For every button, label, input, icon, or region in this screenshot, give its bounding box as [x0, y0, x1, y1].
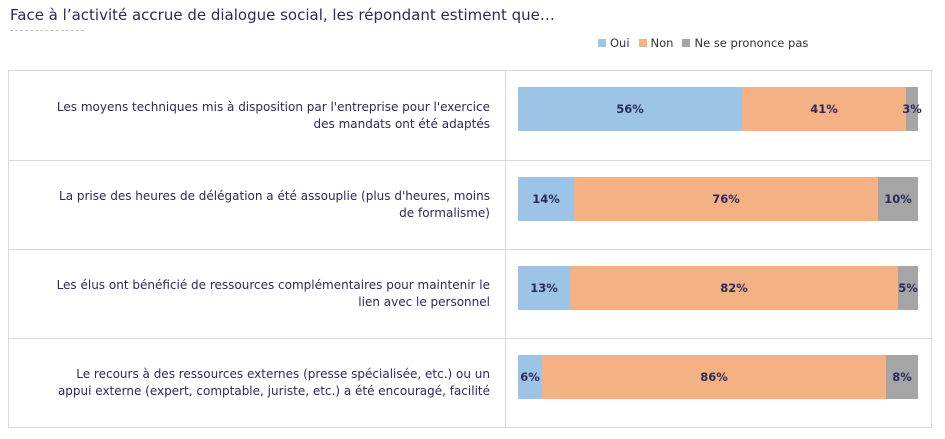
chart-title: Face à l’activité accrue de dialogue soc…	[10, 6, 555, 24]
bar-segment-non-row-3	[570, 266, 898, 310]
bar-segment-oui-row-4	[518, 355, 542, 399]
legend-swatch-oui	[598, 39, 606, 47]
legend-label-non: Non	[650, 36, 674, 50]
bar-segment-oui-row-1	[518, 87, 742, 131]
category-label-1-line-1: Les moyens techniques mis à disposition …	[56, 100, 490, 114]
data-label-non-row-1: 41%	[810, 102, 838, 116]
row-separator	[8, 249, 932, 250]
legend: Oui Non Ne se prononce pas	[598, 36, 817, 50]
legend-swatch-non	[638, 39, 647, 47]
data-label-oui-row-3: 13%	[530, 281, 558, 295]
bar-segment-oui-row-2	[518, 177, 574, 221]
category-label-3-line-2: lien avec le personnel	[358, 295, 490, 309]
data-label-non-row-4: 86%	[700, 370, 728, 384]
row-separator	[8, 338, 932, 339]
bar-segment-nspp-row-4	[886, 355, 918, 399]
data-label-nspp-row-3: 5%	[898, 281, 918, 295]
row-separator	[8, 160, 932, 161]
bar-segment-non-row-2	[574, 177, 878, 221]
data-label-nspp-row-4: 8%	[892, 370, 912, 384]
category-label-1: Les moyens techniques mis à disposition …	[10, 72, 490, 160]
data-label-oui-row-4: 6%	[520, 370, 540, 384]
title-underline	[10, 30, 84, 31]
category-label-2-line-1: La prise des heures de délégation a été …	[59, 189, 490, 203]
legend-label-nspp: Ne se prononce pas	[694, 36, 809, 50]
data-label-non-row-3: 82%	[720, 281, 748, 295]
bar-segment-nspp-row-2	[878, 177, 918, 221]
bar-segment-nspp-row-1	[906, 87, 918, 131]
data-label-oui-row-1: 56%	[616, 102, 644, 116]
legend-item-nspp: Ne se prononce pas	[682, 36, 808, 50]
data-label-non-row-2: 76%	[712, 192, 740, 206]
bar-segment-oui-row-3	[518, 266, 570, 310]
legend-label-oui: Oui	[610, 36, 630, 50]
category-label-2-line-2: de formalisme)	[399, 206, 490, 220]
category-label-3: Les élus ont bénéficié de ressources com…	[10, 250, 490, 338]
category-label-3-line-1: Les élus ont bénéficié de ressources com…	[56, 278, 490, 292]
category-label-2: La prise des heures de délégation a été …	[10, 161, 490, 249]
category-label-1-line-2: des mandats ont été adaptés	[313, 117, 491, 131]
legend-swatch-nspp	[682, 39, 691, 47]
legend-item-oui: Oui	[598, 36, 630, 50]
category-label-4-line-1: Le recours à des ressources externes (pr…	[76, 367, 490, 381]
data-label-oui-row-2: 14%	[532, 192, 560, 206]
bar-segment-nspp-row-3	[898, 266, 918, 310]
bar-segment-non-row-1	[742, 87, 906, 131]
bar-segment-non-row-4	[542, 355, 886, 399]
category-label-4: Le recours à des ressources externes (pr…	[10, 339, 490, 427]
data-label-nspp-row-2: 10%	[884, 192, 912, 206]
legend-item-non: Non	[638, 36, 674, 50]
data-label-nspp-row-1: 3%	[902, 102, 922, 116]
category-label-4-line-2: appui externe (expert, comptable, jurist…	[57, 384, 490, 398]
